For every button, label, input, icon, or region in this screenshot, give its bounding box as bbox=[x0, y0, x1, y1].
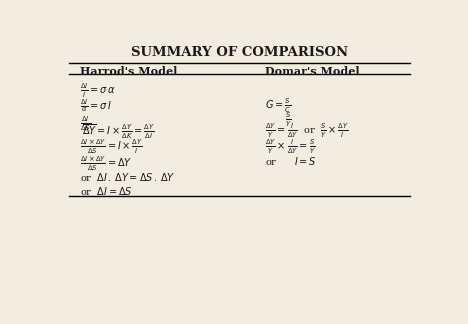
Text: $\frac{\Delta I}{\alpha} = \sigma\,I$: $\frac{\Delta I}{\alpha} = \sigma\,I$ bbox=[80, 97, 112, 114]
Text: $\frac{\Delta Y}{Y} \times \frac{I}{\Delta Y} = \frac{S}{Y}$: $\frac{\Delta Y}{Y} \times \frac{I}{\Del… bbox=[265, 137, 316, 156]
Text: $\frac{\Delta I \times \Delta Y}{\Delta S} = I \times \frac{\Delta Y}{I}$: $\frac{\Delta I \times \Delta Y}{\Delta … bbox=[80, 137, 143, 156]
Text: Harrod's Model: Harrod's Model bbox=[80, 66, 178, 77]
Text: $\frac{\Delta I \times \Delta Y}{\Delta S} = \Delta Y$: $\frac{\Delta I \times \Delta Y}{\Delta … bbox=[80, 155, 132, 173]
Text: SUMMARY OF COMPARISON: SUMMARY OF COMPARISON bbox=[132, 46, 348, 59]
Text: or  $\Delta I\,.\,\Delta Y = \Delta S\,.\,\Delta Y$: or $\Delta I\,.\,\Delta Y = \Delta S\,.\… bbox=[80, 171, 176, 183]
Text: $G = \frac{S}{C}$: $G = \frac{S}{C}$ bbox=[265, 97, 292, 115]
Text: $\frac{S}{Y}$: $\frac{S}{Y}$ bbox=[285, 111, 292, 130]
Text: or  $\Delta I = \Delta S$: or $\Delta I = \Delta S$ bbox=[80, 185, 133, 197]
Text: $\overline{\Delta Y}$$= I \times \frac{\Delta Y}{\Delta K} = \frac{\Delta Y}{\De: $\overline{\Delta Y}$$= I \times \frac{\… bbox=[82, 122, 155, 141]
Text: $\frac{\Delta I}{I} = \sigma\,\alpha$: $\frac{\Delta I}{I} = \sigma\,\alpha$ bbox=[80, 82, 116, 100]
Text: $\frac{\Delta I}{\Delta S}$: $\frac{\Delta I}{\Delta S}$ bbox=[80, 115, 91, 133]
Text: or      $I = S$: or $I = S$ bbox=[265, 155, 317, 167]
Text: $\frac{\Delta Y}{Y} = \frac{I}{\Delta Y}$  or  $\frac{S}{Y} \times \frac{\Delta : $\frac{\Delta Y}{Y} = \frac{I}{\Delta Y}… bbox=[265, 122, 349, 140]
Text: Domar's Model: Domar's Model bbox=[265, 66, 360, 77]
